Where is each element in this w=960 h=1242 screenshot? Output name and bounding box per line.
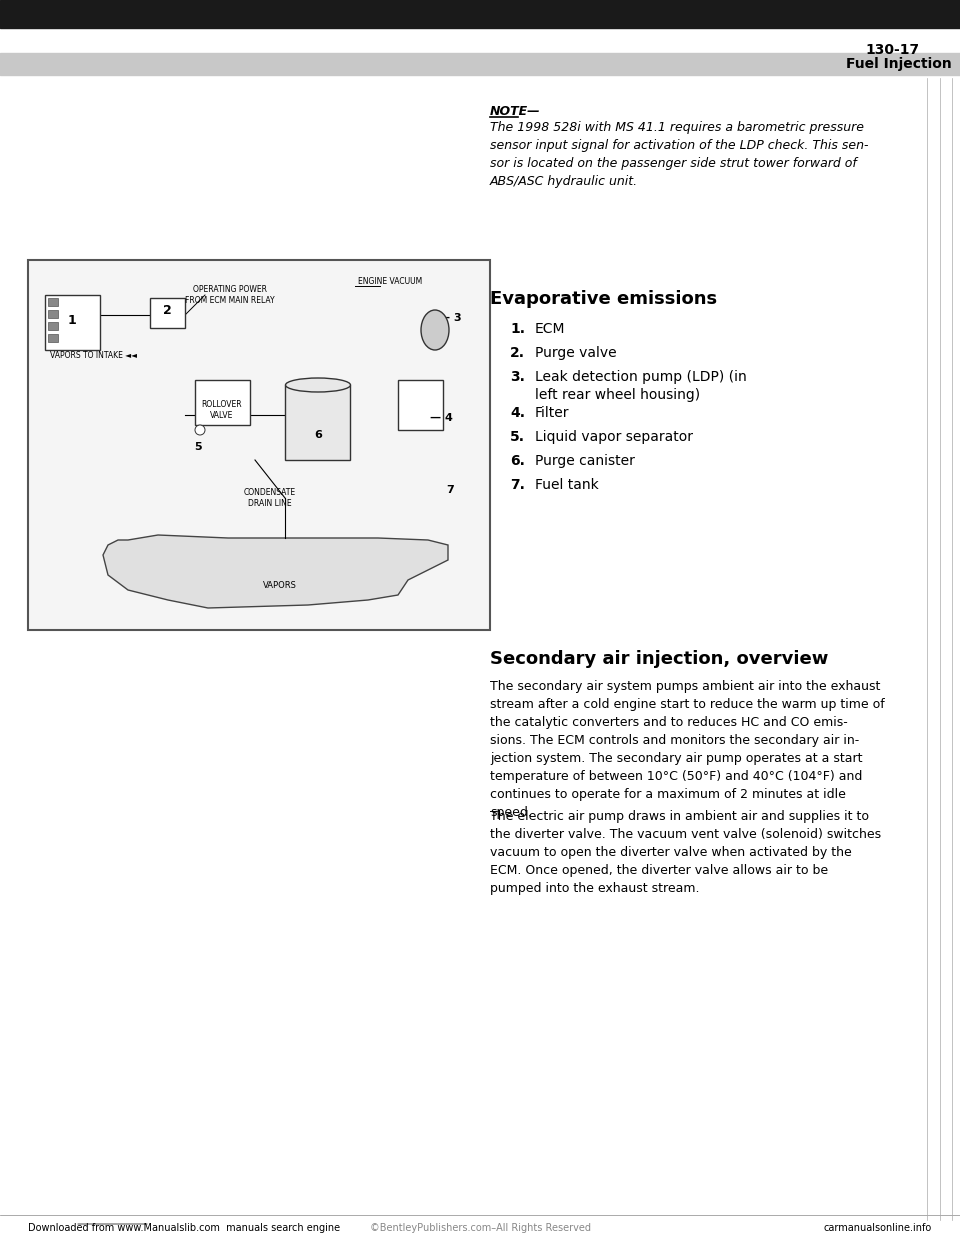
Bar [28,260,490,630]
Text: Purge canister: Purge canister [535,455,635,468]
Text: — 3: — 3 [440,313,462,323]
Ellipse shape [285,378,350,392]
Text: 2: 2 [162,303,172,317]
Text: carmanualsonline.info: carmanualsonline.info [824,1223,932,1233]
Polygon shape [103,535,448,609]
Text: 1.: 1. [510,322,525,337]
Text: Filter: Filter [535,406,569,420]
Bar [398,380,443,430]
Text: 1: 1 [67,313,77,327]
Bar [195,380,250,425]
Text: VAPORS: VAPORS [263,580,297,590]
Text: The secondary air system pumps ambient air into the exhaust
stream after a cold : The secondary air system pumps ambient a… [490,681,885,818]
Text: The 1998 528i with MS 41.1 requires a barometric pressure
sensor input signal fo: The 1998 528i with MS 41.1 requires a ba… [490,120,869,188]
Text: Evaporative emissions: Evaporative emissions [490,289,717,308]
Bar [0,0,960,29]
Text: 6: 6 [314,430,322,440]
Text: The electric air pump draws in ambient air and supplies it to
the diverter valve: The electric air pump draws in ambient a… [490,810,881,895]
Text: Downloaded from www.Manualslib.com  manuals search engine: Downloaded from www.Manualslib.com manua… [28,1223,340,1233]
Text: 5: 5 [194,442,202,452]
Circle shape [195,425,205,435]
Text: VAPORS TO INTAKE ◄◄: VAPORS TO INTAKE ◄◄ [50,350,137,359]
Text: 4.: 4. [510,406,525,420]
Bar [48,322,58,330]
Text: Liquid vapor separator: Liquid vapor separator [535,430,693,443]
Text: ROLLOVER
VALVE: ROLLOVER VALVE [202,400,242,420]
Text: Fuel tank: Fuel tank [535,478,599,492]
Bar [48,310,58,318]
Text: 2.: 2. [510,347,525,360]
Text: OPERATING POWER
FROM ECM MAIN RELAY: OPERATING POWER FROM ECM MAIN RELAY [185,284,275,306]
Text: 130-17: 130-17 [866,43,920,57]
Text: 6.: 6. [510,455,525,468]
Bar [48,298,58,306]
Text: Fuel Injection: Fuel Injection [847,57,952,71]
Text: ENGINE VACUUM: ENGINE VACUUM [358,277,422,287]
Bar [285,385,350,460]
Text: Secondary air injection, overview: Secondary air injection, overview [490,650,828,668]
Text: 5.: 5. [510,430,525,443]
Text: CONDENSATE
DRAIN LINE: CONDENSATE DRAIN LINE [244,488,296,508]
Text: 7: 7 [446,484,454,496]
Text: ©BentleyPublishers.com–All Rights Reserved: ©BentleyPublishers.com–All Rights Reserv… [370,1223,590,1233]
Text: — 4: — 4 [430,414,453,424]
Text: NOTE—: NOTE— [490,106,540,118]
Text: Purge valve: Purge valve [535,347,616,360]
Text: Leak detection pump (LDP) (in
left rear wheel housing): Leak detection pump (LDP) (in left rear … [535,370,747,402]
Bar [48,334,58,342]
Text: 3.: 3. [510,370,525,384]
Bar [150,298,185,328]
Bar [0,53,960,75]
Ellipse shape [421,310,449,350]
Text: 7.: 7. [510,478,525,492]
Bar [45,296,100,350]
Text: ECM: ECM [535,322,565,337]
